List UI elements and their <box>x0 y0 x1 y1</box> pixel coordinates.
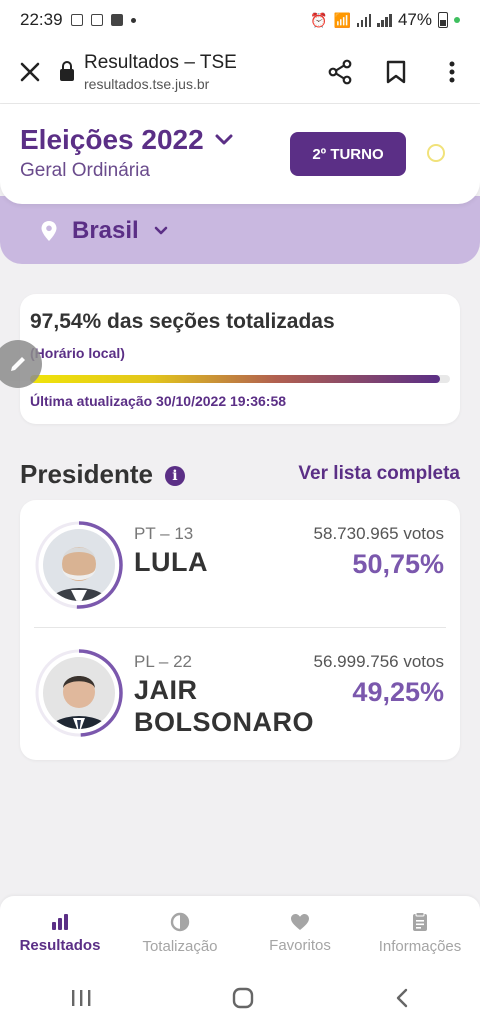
bottom-navigation: Resultados Totalização Favoritos Informa… <box>0 896 480 970</box>
region-band <box>0 196 480 264</box>
candidate-party: PL – 22 <box>134 652 192 671</box>
candidate-name-line: BOLSONARO <box>134 707 314 737</box>
privacy-dot-icon <box>454 17 460 23</box>
pencil-icon <box>11 357 25 371</box>
candidate-name-line: JAIR <box>134 675 198 705</box>
election-dropdown[interactable]: Eleições 2022 <box>20 124 234 156</box>
screenshot-icon <box>70 14 83 26</box>
bookmark-icon <box>386 60 406 83</box>
close-icon <box>20 62 40 81</box>
candidate-votes: 56.999.756 votos <box>313 652 444 671</box>
page-url: resultados.tse.jus.br <box>84 75 210 92</box>
page-title: Resultados – TSE <box>84 51 237 73</box>
location-pin-icon <box>41 221 57 241</box>
nav-resultados[interactable]: Resultados <box>0 896 120 970</box>
share-icon <box>328 59 352 84</box>
candidate-avatar <box>34 648 124 738</box>
election-subtitle: Geral Ordinária <box>20 160 150 181</box>
candidate-name: LULA <box>134 547 208 577</box>
lock-icon <box>60 60 74 81</box>
status-bar: 22:39 ⏰ 📶 47% <box>0 0 480 40</box>
edit-floating-button[interactable] <box>0 340 42 388</box>
home-icon <box>232 987 254 1008</box>
region-label: Brasil <box>72 217 139 244</box>
chevron-down-icon <box>154 226 168 235</box>
scan-icon <box>90 14 103 26</box>
candidates-card: PT – 13 LULA 58.730.965 votos 50,75% <box>20 500 460 760</box>
back-icon <box>397 988 408 1007</box>
more-vertical-icon <box>449 61 455 82</box>
candidate-votes: 58.730.965 votos <box>313 524 444 543</box>
alarm-icon: ⏰ <box>310 11 328 28</box>
totalization-card: 97,54% das seções totalizadas (Horário l… <box>20 294 460 424</box>
totalization-progress-bar <box>30 375 450 383</box>
wifi-icon: 📶 <box>333 11 351 28</box>
nav-label: Resultados <box>19 936 101 954</box>
home-button[interactable] <box>231 986 255 1015</box>
more-notifications-icon <box>130 17 136 23</box>
clipboard-icon <box>413 911 427 931</box>
nav-favoritos[interactable]: Favoritos <box>240 896 360 970</box>
section-title: Presidente <box>20 458 153 489</box>
signal-icon <box>356 13 372 27</box>
last-update: Última atualização 30/10/2022 19:36:58 <box>30 393 287 409</box>
totalization-headline: 97,54% das seções totalizadas <box>30 310 335 333</box>
section-header: Presidente i Ver lista completa <box>20 456 460 492</box>
local-time-note: (Horário local) <box>30 345 125 361</box>
share-button[interactable] <box>312 40 368 104</box>
candidate-percent: 49,25% <box>352 677 444 707</box>
heart-icon <box>291 913 309 930</box>
region-dropdown[interactable]: Brasil <box>40 217 169 245</box>
app-notification-icon <box>110 14 123 26</box>
candidate-percent: 50,75% <box>352 549 444 579</box>
candidate-name: JAIR BOLSONARO <box>134 675 314 737</box>
election-header: Eleições 2022 Geral Ordinária 2º TURNO B… <box>0 104 480 264</box>
candidate-row[interactable]: PT – 13 LULA 58.730.965 votos 50,75% <box>20 500 460 627</box>
nav-informacoes[interactable]: Informações <box>360 896 480 970</box>
url-bar[interactable]: Resultados – TSE resultados.tse.jus.br <box>84 52 237 92</box>
candidate-avatar <box>34 520 124 610</box>
bookmark-button[interactable] <box>368 40 424 104</box>
recent-apps-icon <box>71 989 91 1006</box>
progress-fill <box>30 375 440 383</box>
divider <box>34 627 446 628</box>
loading-spinner-icon <box>427 144 445 162</box>
system-navigation <box>0 970 480 1030</box>
candidate-party: PT – 13 <box>134 524 194 543</box>
chevron-down-icon <box>215 134 233 145</box>
turno-button[interactable]: 2º TURNO <box>290 132 406 176</box>
back-button[interactable] <box>394 987 410 1014</box>
see-full-list-link[interactable]: Ver lista completa <box>298 463 460 484</box>
signal-2-icon <box>377 13 392 27</box>
nav-label: Informações <box>378 937 462 955</box>
nav-label: Favoritos <box>269 936 331 954</box>
pie-chart-icon <box>170 912 190 931</box>
candidate-row[interactable]: PL – 22 JAIR BOLSONARO 56.999.756 votos … <box>20 628 460 760</box>
bar-chart-icon <box>52 913 68 930</box>
browser-toolbar: Resultados – TSE resultados.tse.jus.br <box>0 40 480 104</box>
close-tab-button[interactable] <box>0 40 60 104</box>
status-time: 22:39 <box>20 10 63 29</box>
nav-label: Totalização <box>142 937 218 955</box>
nav-totalizacao[interactable]: Totalização <box>120 896 240 970</box>
recent-apps-button[interactable] <box>70 988 92 1013</box>
more-options-button[interactable] <box>424 40 480 104</box>
election-title: Eleições 2022 <box>20 124 204 155</box>
battery-icon <box>438 12 448 28</box>
info-icon[interactable]: i <box>164 466 185 486</box>
battery-percent: 47% <box>397 10 432 29</box>
